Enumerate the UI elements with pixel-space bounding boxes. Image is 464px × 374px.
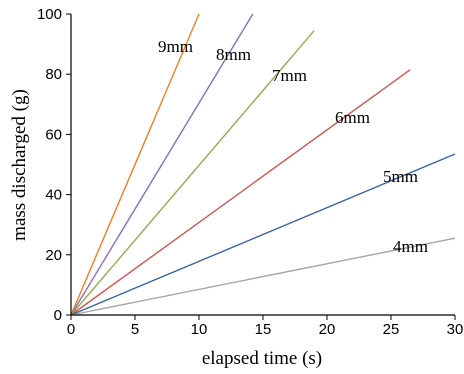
y-tick-label: 40 bbox=[45, 187, 62, 204]
series-label-7mm: 7mm bbox=[272, 66, 307, 85]
x-tick-label: 20 bbox=[319, 321, 336, 338]
x-tick-label: 25 bbox=[383, 321, 400, 338]
y-tick-label: 0 bbox=[54, 307, 62, 324]
series-label-9mm: 9mm bbox=[158, 37, 193, 56]
x-tick-label: 0 bbox=[67, 321, 75, 338]
y-tick-label: 80 bbox=[45, 66, 62, 83]
series-line-5mm bbox=[70, 153, 456, 316]
x-tick-label: 5 bbox=[131, 321, 139, 338]
x-tick-label: 10 bbox=[191, 321, 208, 338]
y-tick-label: 20 bbox=[45, 247, 62, 264]
series-label-5mm: 5mm bbox=[383, 167, 418, 186]
y-axis-title: mass discharged (g) bbox=[9, 89, 30, 241]
axes bbox=[70, 14, 455, 316]
ticks: 0 5 10 15 20 25 30 0 20 40 60 80 100 bbox=[37, 6, 463, 338]
plot-lines bbox=[70, 13, 456, 316]
series-labels: 9mm 8mm 7mm 6mm 5mm 4mm bbox=[158, 37, 428, 256]
series-label-6mm: 6mm bbox=[335, 108, 370, 127]
series-line-9mm bbox=[70, 13, 200, 316]
series-line-8mm bbox=[70, 13, 254, 316]
y-tick-label: 60 bbox=[45, 126, 62, 143]
series-line-6mm bbox=[70, 69, 411, 316]
x-tick-label: 30 bbox=[447, 321, 464, 338]
x-tick-label: 15 bbox=[255, 321, 272, 338]
x-axis-title: elapsed time (s) bbox=[202, 348, 322, 369]
series-label-8mm: 8mm bbox=[216, 45, 251, 64]
series-line-7mm bbox=[70, 30, 315, 316]
series-line-4mm bbox=[70, 237, 456, 316]
series-label-4mm: 4mm bbox=[393, 237, 428, 256]
y-tick-label: 100 bbox=[37, 6, 62, 23]
